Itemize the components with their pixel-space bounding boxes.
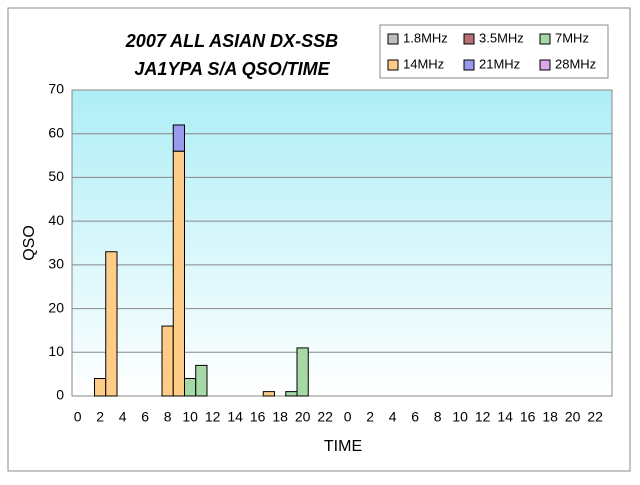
y-tick-label: 50 — [48, 168, 64, 184]
x-tick-label: 4 — [119, 409, 127, 425]
legend-label: 3.5MHz — [479, 30, 524, 45]
y-tick-label: 30 — [48, 256, 64, 272]
y-tick-label: 20 — [48, 299, 64, 315]
chart-title: 2007 ALL ASIAN DX-SSB — [125, 31, 338, 51]
x-tick-label: 16 — [520, 409, 536, 425]
x-tick-label: 8 — [164, 409, 172, 425]
x-tick-label: 12 — [205, 409, 221, 425]
x-tick-label: 10 — [182, 409, 198, 425]
legend-swatch — [387, 59, 399, 71]
x-tick-label: 0 — [74, 409, 82, 425]
x-tick-label: 4 — [389, 409, 397, 425]
bar — [184, 378, 197, 397]
bar — [105, 251, 118, 397]
legend-label: 1.8MHz — [403, 30, 448, 45]
y-tick-label: 60 — [48, 124, 64, 140]
plot-area — [71, 89, 613, 397]
legend-label: 21MHz — [479, 56, 520, 71]
x-tick-label: 22 — [317, 409, 333, 425]
legend-label: 14MHz — [403, 56, 444, 71]
bar — [172, 124, 185, 152]
y-tick-label: 10 — [48, 343, 64, 359]
bar — [285, 391, 298, 397]
x-tick-label: 18 — [542, 409, 558, 425]
legend-swatch — [387, 33, 399, 45]
x-tick-label: 2 — [366, 409, 374, 425]
bar — [296, 347, 309, 397]
x-tick-label: 2 — [96, 409, 104, 425]
y-tick-label: 0 — [56, 387, 64, 403]
x-tick-label: 22 — [587, 409, 603, 425]
legend — [379, 24, 609, 79]
bar — [94, 378, 107, 397]
bar — [195, 364, 208, 397]
y-tick-label: 40 — [48, 212, 64, 228]
x-tick-label: 20 — [295, 409, 311, 425]
x-axis-label: TIME — [324, 438, 362, 455]
x-tick-label: 10 — [452, 409, 468, 425]
bar — [172, 150, 185, 397]
y-axis-label: QSO — [21, 225, 38, 261]
x-tick-label: 8 — [434, 409, 442, 425]
x-tick-label: 14 — [227, 409, 243, 425]
x-tick-label: 20 — [565, 409, 581, 425]
bar — [262, 391, 275, 397]
x-tick-label: 0 — [344, 409, 352, 425]
legend-label: 7MHz — [555, 30, 589, 45]
x-tick-label: 12 — [475, 409, 491, 425]
legend-swatch — [463, 33, 475, 45]
legend-swatch — [539, 59, 551, 71]
y-tick-label: 70 — [48, 81, 64, 97]
x-tick-label: 6 — [411, 409, 419, 425]
x-tick-label: 18 — [272, 409, 288, 425]
x-tick-label: 6 — [141, 409, 149, 425]
legend-swatch — [539, 33, 551, 45]
legend-label: 28MHz — [555, 56, 596, 71]
x-tick-label: 16 — [250, 409, 266, 425]
chart-subtitle: JA1YPA S/A QSO/TIME — [134, 59, 330, 79]
x-tick-label: 14 — [497, 409, 513, 425]
legend-swatch — [463, 59, 475, 71]
bar — [161, 325, 174, 397]
